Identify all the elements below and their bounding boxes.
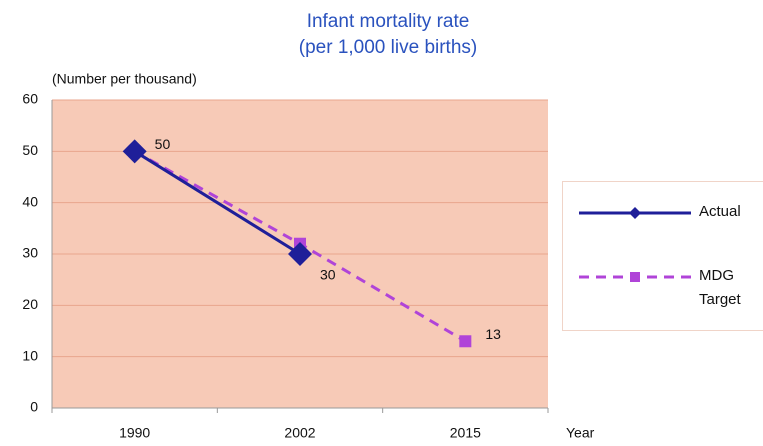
y-tick-label: 20	[22, 296, 38, 312]
legend-swatch	[579, 272, 691, 282]
legend: Actual MDG Target	[562, 181, 763, 331]
legend-swatch	[579, 207, 691, 219]
x-tick-label: 2002	[284, 425, 315, 441]
point	[459, 335, 472, 348]
y-tick-label: 40	[22, 193, 38, 209]
chart-title: Infant mortality rate	[307, 11, 470, 32]
y-tick-label: 30	[22, 245, 38, 261]
y-tick-label: 0	[30, 399, 38, 415]
data-label: 50	[155, 136, 171, 152]
y-axis-label: (Number per thousand)	[52, 71, 197, 87]
data-label: 13	[485, 326, 501, 342]
y-tick-label: 50	[22, 142, 38, 158]
data-label: 30	[320, 267, 336, 283]
legend-label: MDG Target	[699, 267, 741, 308]
series-line	[133, 150, 301, 256]
legend-marker	[630, 272, 640, 282]
y-tick-label: 10	[22, 347, 38, 363]
x-tick-label: 2015	[450, 425, 481, 441]
legend-label: Actual	[699, 203, 741, 220]
chart-subtitle: (per 1,000 live births)	[299, 37, 477, 58]
point	[288, 242, 312, 266]
x-tick-label: 1990	[119, 425, 150, 441]
legend-marker	[629, 207, 641, 219]
point	[122, 139, 147, 164]
y-tick-label: 60	[22, 91, 38, 107]
x-axis-label: Year	[566, 425, 595, 441]
